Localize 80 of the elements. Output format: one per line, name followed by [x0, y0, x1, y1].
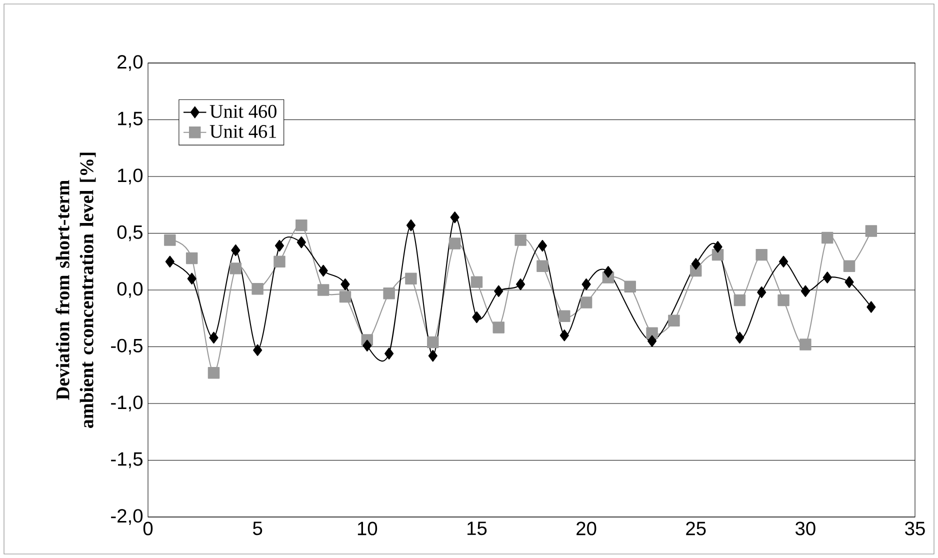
point	[580, 296, 592, 308]
point	[668, 314, 680, 327]
point	[713, 241, 722, 253]
point	[472, 311, 482, 324]
x-tick-label: 25	[686, 522, 706, 536]
legend-label: Unit 460	[210, 104, 276, 118]
point	[560, 330, 569, 342]
x-tick-label: 35	[905, 522, 925, 536]
point	[340, 278, 350, 290]
point	[448, 238, 461, 250]
point	[470, 276, 483, 288]
legend-label: Unit 461	[210, 125, 276, 138]
point	[691, 258, 700, 270]
point	[231, 244, 240, 256]
point	[405, 272, 417, 285]
point	[296, 219, 308, 232]
point	[843, 260, 856, 272]
point	[821, 232, 834, 244]
x-tick-label: 5	[253, 522, 262, 536]
x-tick-label: 10	[358, 522, 378, 536]
y-tick-label: -0,5	[111, 338, 142, 355]
point	[735, 332, 744, 344]
y-tick-label: -1,5	[111, 452, 142, 468]
y-tick-label: -1,0	[111, 396, 143, 412]
point	[428, 350, 438, 362]
point	[558, 310, 570, 322]
point	[514, 234, 526, 246]
point	[406, 219, 416, 232]
point	[253, 344, 262, 356]
point	[646, 327, 658, 339]
point	[800, 338, 812, 350]
point	[164, 234, 176, 246]
point	[778, 294, 790, 306]
y-tick-label: 0,0	[117, 282, 143, 298]
point	[604, 266, 613, 278]
point	[362, 340, 372, 352]
point	[516, 278, 526, 290]
point	[317, 284, 330, 296]
y-tick-label: -2,0	[111, 509, 143, 525]
x-tick-label: 30	[795, 522, 816, 536]
point	[165, 256, 174, 268]
y-axis-title: Deviation from short-term ambient cconcentration level [%]	[56, 152, 96, 428]
point	[756, 248, 768, 261]
point	[536, 260, 548, 272]
y-tick-label: 1,0	[118, 168, 143, 184]
x-tick-label: 0	[143, 522, 153, 536]
point	[274, 256, 286, 268]
point	[427, 336, 439, 348]
point	[208, 366, 220, 379]
point	[492, 322, 504, 334]
point	[252, 282, 264, 295]
x-tick-label: 15	[468, 522, 487, 536]
point	[865, 225, 878, 237]
point	[274, 240, 284, 252]
point	[209, 332, 218, 344]
point	[296, 236, 306, 248]
point	[778, 256, 788, 268]
point	[757, 286, 766, 298]
point	[318, 264, 328, 277]
point	[734, 294, 746, 306]
point	[230, 262, 242, 274]
point	[822, 272, 832, 284]
point	[624, 280, 636, 292]
point	[187, 272, 196, 285]
point	[800, 285, 810, 298]
point	[648, 335, 657, 347]
point	[866, 301, 876, 313]
point	[339, 290, 352, 303]
y-tick-label: 0,5	[117, 225, 142, 242]
y-tick-label: 2,0	[118, 55, 143, 71]
y-tick-label: 1,5	[118, 112, 142, 128]
x-tick-label: 20	[576, 522, 596, 536]
point	[384, 348, 394, 360]
point	[450, 211, 460, 224]
point	[494, 285, 504, 298]
point	[844, 276, 854, 288]
point	[538, 240, 547, 252]
point	[582, 278, 591, 290]
point	[186, 252, 198, 264]
point	[383, 288, 395, 300]
